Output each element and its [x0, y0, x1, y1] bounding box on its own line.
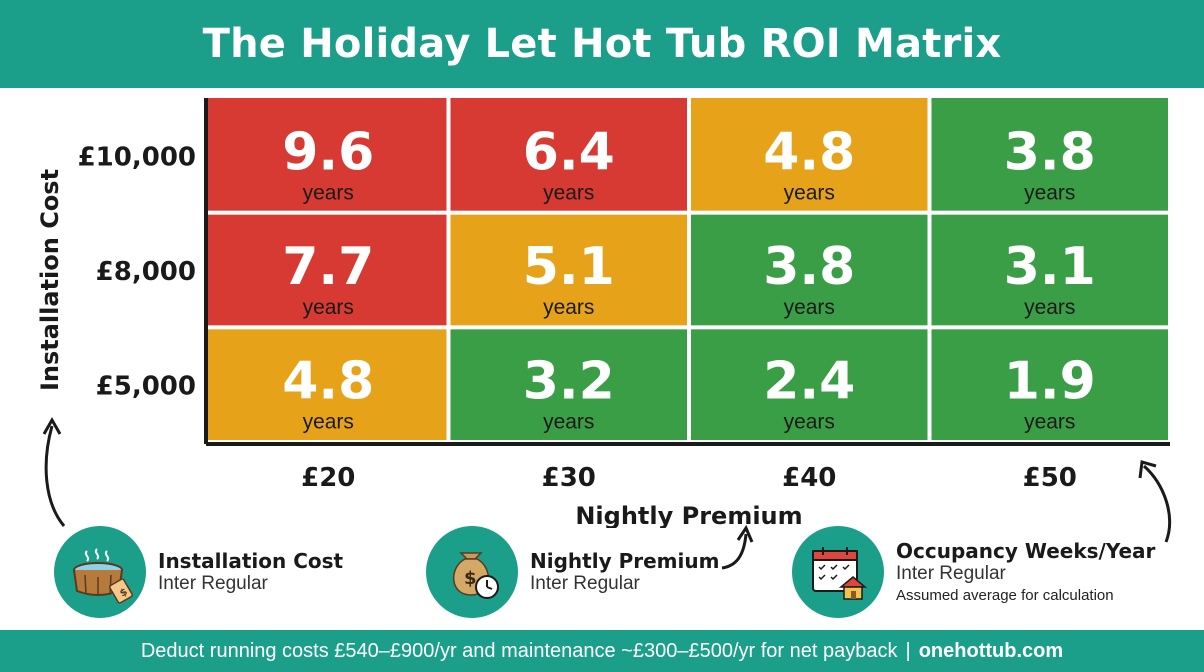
- heatmap-cell: [208, 329, 447, 440]
- heatmap-cell: [450, 214, 687, 326]
- curved-arrow-middle-icon: [721, 524, 754, 570]
- cell-unit-label: years: [303, 411, 354, 434]
- svg-text:$: $: [118, 587, 130, 600]
- x-tick-label: £20: [301, 463, 355, 493]
- y-tick-label: £10,000: [78, 142, 196, 172]
- title-bar: The Holiday Let Hot Tub ROI Matrix: [0, 0, 1204, 88]
- cell-unit-label: years: [1024, 181, 1075, 204]
- x-axis-title: Nightly Premium: [575, 502, 802, 528]
- heatmap-cell: [691, 329, 928, 440]
- legend-subtitle: Inter Regular: [896, 562, 1006, 584]
- cell-unit-label: years: [543, 181, 594, 204]
- cell-unit-label: years: [784, 411, 835, 434]
- heatmap-cell: [208, 214, 447, 326]
- cell-unit-label: years: [784, 296, 835, 319]
- y-tick-label: £8,000: [96, 257, 196, 287]
- x-tick-label: £30: [542, 463, 596, 493]
- curved-arrow-right-icon: [1138, 460, 1171, 543]
- cell-unit-label: years: [543, 296, 594, 319]
- cell-value-label: 6.4: [523, 122, 615, 182]
- cell-unit-label: years: [1024, 296, 1075, 319]
- legend-item-occupancy: Occupancy Weeks/Year Inter Regular Assum…: [792, 526, 1155, 618]
- heatmap-cell: [208, 98, 447, 211]
- cell-value-label: 3.1: [1004, 237, 1096, 297]
- cell-unit-label: years: [303, 296, 354, 319]
- legend-title: Installation Cost: [158, 548, 344, 573]
- heatmap-cell: [450, 98, 687, 211]
- heatmap-cell: [931, 329, 1168, 440]
- cell-unit-label: years: [784, 181, 835, 204]
- cell-value-label: 9.6: [282, 122, 374, 182]
- hot-tub-icon: $: [54, 526, 146, 618]
- footer-bar: Deduct running costs £540–£900/yr and ma…: [0, 630, 1204, 672]
- svg-text:$: $: [464, 568, 477, 589]
- cell-value-label: 3.2: [523, 352, 615, 412]
- cell-unit-label: years: [543, 411, 594, 434]
- x-tick-label: £50: [1023, 463, 1077, 493]
- legend-title: Nightly Premium: [530, 548, 720, 573]
- cell-unit-label: years: [303, 181, 354, 204]
- footer-separator: |: [905, 639, 911, 662]
- money-bag-clock-icon: $: [426, 526, 518, 618]
- cell-value-label: 2.4: [763, 352, 855, 412]
- cell-value-label: 4.8: [282, 352, 374, 412]
- cell-unit-label: years: [1024, 411, 1075, 434]
- legend-subtitle: Inter Regular: [530, 572, 640, 594]
- cell-value-label: 4.8: [763, 122, 855, 182]
- x-tick-label: £40: [782, 463, 836, 493]
- page-title: The Holiday Let Hot Tub ROI Matrix: [202, 21, 1002, 67]
- footer-site-link[interactable]: onehottub.com: [918, 639, 1064, 662]
- legend-item-nightly-premium: $ Nightly Premium Inter Regular: [426, 526, 719, 618]
- heatmap-cell: [931, 98, 1168, 211]
- heatmap-cell: [450, 329, 687, 440]
- cell-value-label: 5.1: [523, 237, 615, 297]
- y-axis-title: Installation Cost: [36, 169, 64, 391]
- curved-arrow-left-icon: [42, 416, 66, 527]
- y-tick-label: £5,000: [96, 372, 196, 402]
- legend-note: Assumed average for calculation: [896, 587, 1114, 605]
- legend-item-installation-cost: $ Installation Cost Inter Regular: [54, 526, 343, 618]
- cell-value-label: 3.8: [1004, 122, 1096, 182]
- heatmap-cell: [691, 98, 928, 211]
- footer-text: Deduct running costs £540–£900/yr and ma…: [140, 639, 898, 662]
- heatmap-cell: [931, 214, 1168, 326]
- legend-subtitle: Inter Regular: [158, 572, 268, 594]
- cell-value-label: 7.7: [282, 237, 374, 297]
- heatmap-cell: [691, 214, 928, 326]
- legend-title: Occupancy Weeks/Year: [896, 538, 1156, 563]
- roi-matrix-chart: 9.6years6.4years4.8years3.8years7.7years…: [36, 98, 1170, 528]
- cell-value-label: 3.8: [763, 237, 855, 297]
- cell-value-label: 1.9: [1004, 352, 1096, 412]
- calendar-house-icon: [792, 526, 884, 618]
